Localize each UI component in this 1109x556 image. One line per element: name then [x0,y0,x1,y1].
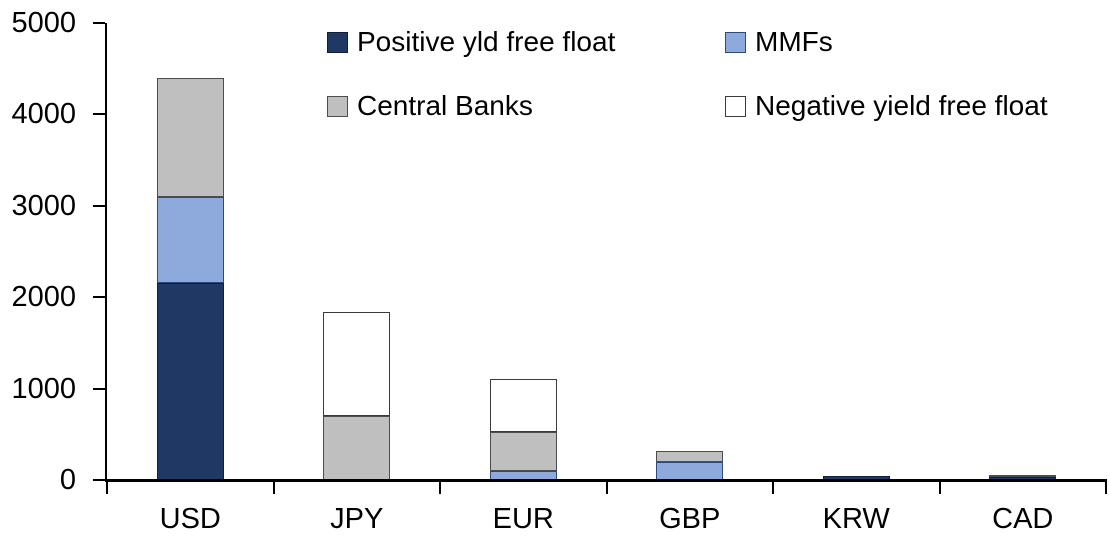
x-tick-mark [605,482,608,494]
x-tick-label: USD [159,503,221,535]
x-tick-mark [272,482,275,494]
legend-label: Positive yld free float [357,26,616,57]
x-tick-mark [439,482,441,494]
bar-segment [156,77,224,197]
legend-swatch [327,31,348,53]
legend-swatch [327,95,348,117]
bar-segment [989,474,1057,478]
x-tick-label: EUR [492,503,554,535]
legend-swatch [725,31,746,53]
y-tick-label: 4000 [11,98,76,131]
y-tick-mark [93,387,105,390]
bar-segment [656,450,724,462]
legend-swatch [725,95,746,117]
y-tick-label: 3000 [11,189,76,222]
legend-item: MMFs [725,27,833,57]
y-tick-label: 1000 [11,372,76,405]
bar-segment [656,461,724,480]
bar-segment [323,311,391,416]
bar-segment [156,283,224,480]
y-axis-line [105,23,107,482]
legend-item: Negative yield free float [725,91,1048,121]
x-tick-mark [772,482,774,494]
x-tick-label: CAD [992,503,1054,535]
bar-segment [156,196,224,284]
legend-label: MMFs [755,26,833,57]
x-tick-label: GBP [659,503,721,535]
x-tick-label: JPY [330,503,384,535]
bar-segment [489,379,557,432]
legend-label: Negative yield free float [755,90,1048,121]
y-tick-mark [93,22,105,24]
x-tick-label: KRW [822,503,890,535]
legend-item: Central Banks [327,91,533,121]
y-tick-label: 0 [59,464,76,496]
y-tick-mark [93,479,105,481]
bar-segment [323,416,391,480]
y-tick-label: 2000 [11,281,76,314]
x-axis-line [105,479,1107,482]
y-tick-mark [93,296,105,299]
x-tick-mark [1105,482,1107,494]
y-tick-label: 5000 [11,7,76,39]
y-tick-mark [93,113,105,116]
legend-label: Central Banks [357,90,533,121]
x-tick-mark [106,482,108,494]
x-tick-mark [938,482,941,494]
bar-segment [489,432,557,471]
legend-item: Positive yld free float [327,27,615,57]
y-tick-mark [93,204,105,207]
